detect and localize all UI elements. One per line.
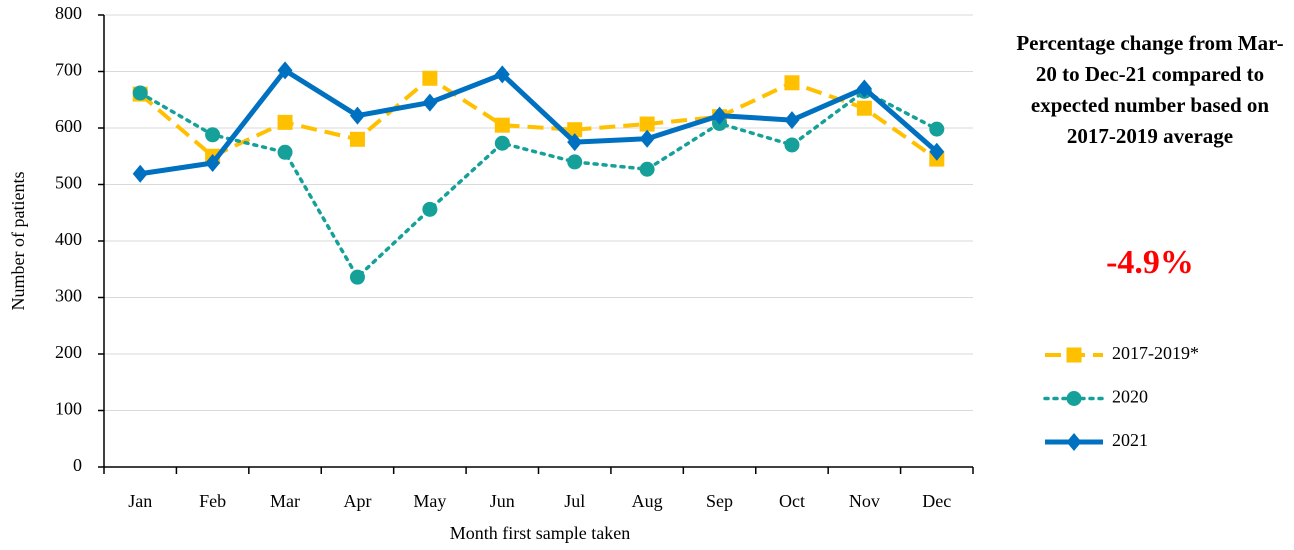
data-point bbox=[277, 114, 293, 130]
series-line bbox=[138, 89, 939, 279]
data-point bbox=[422, 93, 438, 112]
data-point bbox=[494, 117, 510, 133]
annotation-value: -4.9% bbox=[1106, 244, 1194, 281]
data-point bbox=[856, 79, 872, 98]
x-tick-label: Oct bbox=[779, 491, 805, 511]
data-point bbox=[929, 121, 945, 137]
series-line bbox=[138, 76, 938, 161]
x-tick-label: Jan bbox=[128, 491, 152, 511]
data-point bbox=[277, 144, 293, 160]
data-point bbox=[494, 65, 510, 84]
data-point bbox=[349, 131, 365, 147]
x-tick-label: Sep bbox=[706, 491, 733, 511]
annotation-text: Percentage change from Mar-20 to Dec-21 … bbox=[1016, 31, 1284, 148]
legend-label: 2021 bbox=[1112, 430, 1148, 450]
data-point bbox=[639, 116, 655, 132]
x-tick-label: Apr bbox=[343, 491, 371, 511]
legend-label: 2020 bbox=[1112, 387, 1148, 407]
legend-label: 2017-2019* bbox=[1112, 343, 1199, 363]
x-tick-label: Mar bbox=[270, 491, 300, 511]
data-point bbox=[349, 269, 365, 285]
data-point bbox=[784, 137, 800, 153]
y-tick-label: 500 bbox=[55, 173, 82, 193]
y-tick-label: 600 bbox=[55, 116, 82, 136]
data-point bbox=[132, 164, 148, 183]
y-tick-label: 800 bbox=[55, 3, 82, 23]
y-tick-label: 400 bbox=[55, 229, 82, 249]
x-tick-label: Feb bbox=[199, 491, 226, 511]
legend-marker bbox=[1066, 391, 1082, 406]
data-point bbox=[205, 127, 221, 143]
legend-marker bbox=[1066, 433, 1082, 451]
y-axis-label: Number of patients bbox=[8, 172, 28, 311]
data-point bbox=[567, 122, 583, 138]
x-tick-label: Dec bbox=[922, 491, 951, 511]
data-point bbox=[639, 129, 655, 148]
x-tick-label: Jul bbox=[564, 491, 585, 511]
data-point bbox=[277, 61, 293, 80]
data-point bbox=[784, 111, 800, 130]
x-tick-label: Jun bbox=[490, 491, 515, 511]
data-point bbox=[929, 142, 945, 161]
y-tick-label: 100 bbox=[55, 399, 82, 419]
data-point bbox=[567, 154, 583, 170]
data-point bbox=[712, 106, 728, 125]
data-point bbox=[494, 135, 510, 151]
data-point bbox=[422, 70, 438, 86]
x-axis-label: Month first sample taken bbox=[450, 523, 630, 543]
y-tick-label: 300 bbox=[55, 286, 82, 306]
y-tick-label: 700 bbox=[55, 60, 82, 80]
data-point bbox=[422, 201, 438, 217]
x-tick-label: May bbox=[413, 491, 446, 511]
data-point bbox=[639, 161, 655, 177]
data-point bbox=[205, 154, 221, 173]
data-point bbox=[132, 85, 148, 101]
x-tick-label: Aug bbox=[632, 491, 663, 511]
series-line bbox=[139, 67, 939, 177]
x-tick-label: Nov bbox=[849, 491, 880, 511]
data-point bbox=[567, 133, 583, 152]
data-point bbox=[784, 75, 800, 91]
y-tick-label: 200 bbox=[55, 342, 82, 362]
y-tick-label: 0 bbox=[73, 455, 82, 475]
data-point bbox=[349, 106, 365, 125]
data-point bbox=[856, 100, 872, 116]
legend-marker bbox=[1066, 347, 1082, 363]
